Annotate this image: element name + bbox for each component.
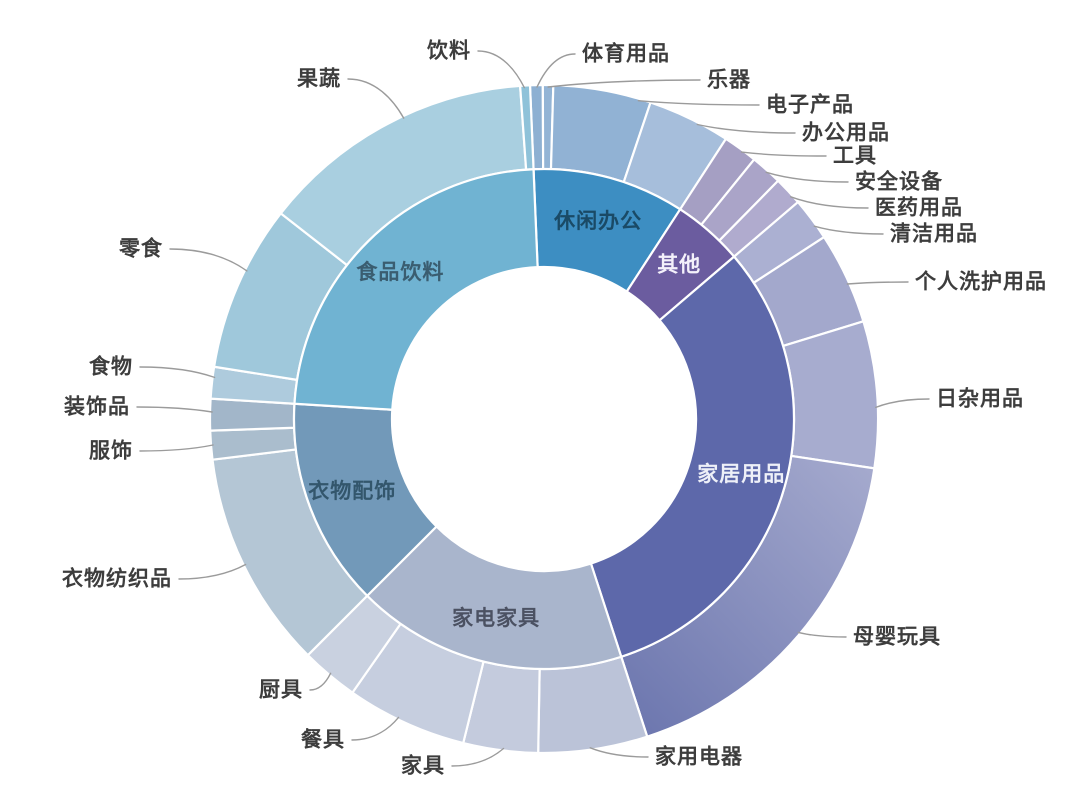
inner-segment-2[interactable] (589, 255, 796, 658)
leader-line-1-0 (740, 151, 827, 157)
outer-label-3-1: 家具 (401, 754, 445, 778)
outer-label-1-0: 工具 (833, 145, 877, 168)
outer-label-3-2: 餐具 (301, 728, 345, 752)
outer-label-0-2: 电子产品 (766, 93, 854, 117)
outer-label-5-1: 零食 (118, 237, 163, 261)
leader-line-4-2 (136, 406, 213, 413)
outer-label-3-0: 家用电器 (655, 745, 743, 769)
inner-segment-5[interactable] (293, 168, 539, 411)
leader-line-4-0 (178, 563, 247, 580)
outer-label-4-1: 服饰 (89, 439, 133, 463)
inner-label-0: 休闲办公 (553, 210, 642, 233)
outer-label-0-1: 乐器 (707, 69, 751, 92)
outer-label-1-2: 医药用品 (875, 196, 963, 220)
leader-line-5-2 (347, 78, 405, 119)
inner-label-1: 其他 (657, 252, 701, 276)
outer-label-1-1: 安全设备 (855, 170, 943, 194)
outer-label-0-3: 办公用品 (802, 122, 890, 145)
leader-line-5-1 (169, 248, 248, 272)
outer-label-5-0: 食物 (89, 355, 133, 379)
inner-label-5: 食品饮料 (356, 260, 444, 284)
leader-line-2-0 (813, 225, 884, 235)
leader-line-3-1 (451, 747, 505, 767)
inner-label-2: 家居用品 (697, 462, 785, 486)
outer-segment-2-2[interactable] (781, 320, 880, 470)
leader-line-2-1 (846, 281, 909, 285)
leader-line-3-3 (309, 672, 332, 691)
leader-line-5-3 (477, 50, 525, 89)
leader-line-3-2 (351, 716, 400, 741)
outer-label-2-0: 清洁用品 (890, 222, 978, 246)
outer-label-2-2: 日杂用品 (936, 387, 1024, 411)
leader-line-2-2 (875, 398, 930, 409)
outer-label-4-0: 衣物纺织品 (62, 567, 172, 591)
leader-line-5-0 (139, 366, 216, 379)
outer-label-5-3: 饮料 (426, 39, 471, 63)
inner-label-4: 衣物配饰 (308, 479, 396, 503)
outer-label-3-3: 厨具 (259, 679, 303, 702)
outer-label-4-2: 装饰品 (64, 395, 130, 419)
inner-label-3: 家电家具 (452, 606, 540, 630)
outer-label-2-1: 个人洗护用品 (915, 270, 1047, 294)
leader-line-0-0 (536, 53, 576, 88)
leader-line-4-1 (139, 444, 214, 452)
outer-label-2-3: 母婴玩具 (853, 626, 941, 649)
outer-label-5-2: 果蔬 (297, 68, 341, 91)
outer-label-0-0: 体育用品 (582, 42, 670, 66)
leader-line-2-3 (797, 631, 847, 638)
